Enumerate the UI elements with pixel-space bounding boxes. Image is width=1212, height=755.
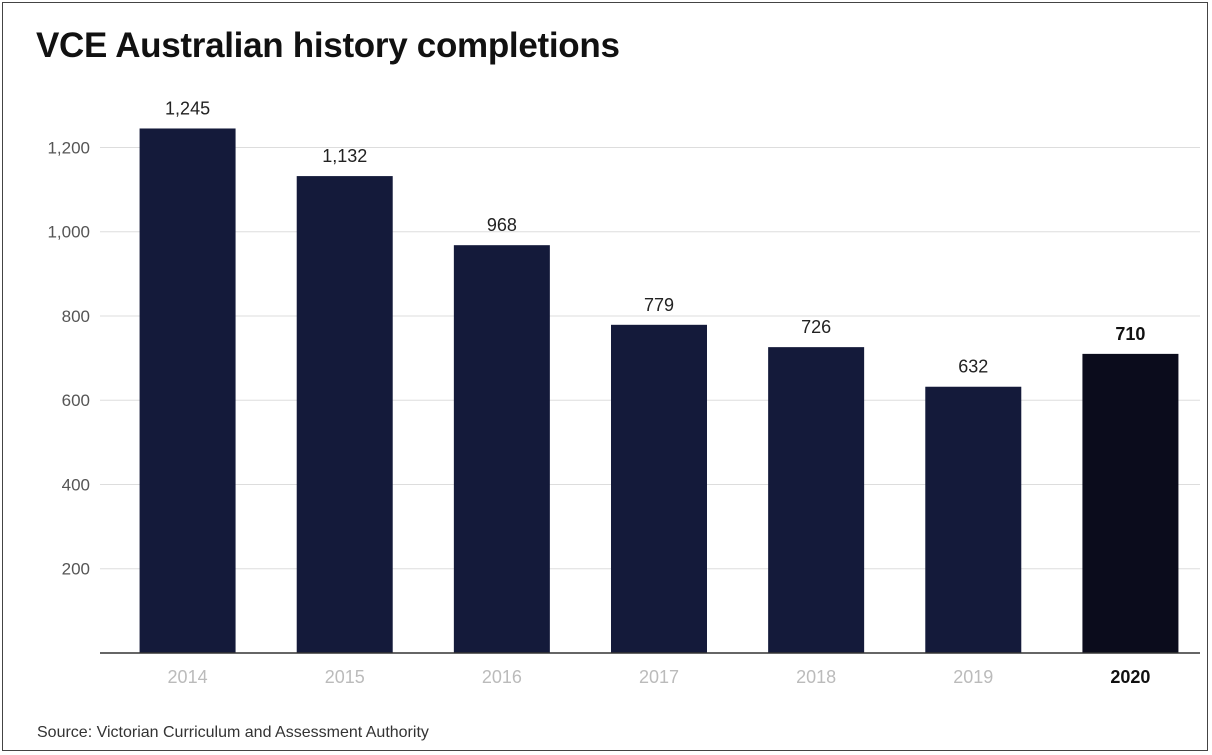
- y-tick-label: 1,000: [47, 223, 90, 242]
- value-label-2020: 710: [1115, 324, 1145, 344]
- bar-2016: [453, 245, 550, 654]
- x-tick-label-2015: 2015: [325, 667, 365, 687]
- bar-2017: [611, 324, 707, 653]
- y-tick-label: 1,200: [47, 138, 90, 157]
- bars: [139, 128, 1179, 654]
- chart-title: VCE Australian history completions: [36, 26, 620, 65]
- x-tick-label-2017: 2017: [639, 667, 679, 687]
- bar-2019: [925, 386, 1022, 653]
- bar-2018: [768, 347, 865, 653]
- value-label-2017: 779: [644, 295, 674, 315]
- x-tick-label-2016: 2016: [482, 667, 522, 687]
- y-tick-label: 200: [62, 560, 90, 579]
- y-axis-ticks: 200 400 600 800 1,000 1,200: [47, 138, 90, 578]
- x-tick-label-2014: 2014: [168, 667, 208, 687]
- y-tick-label: 600: [62, 391, 90, 410]
- y-tick-label: 400: [62, 475, 90, 494]
- y-tick-label: 800: [62, 307, 90, 326]
- x-tick-label-2020: 2020: [1110, 667, 1150, 687]
- x-axis-ticks: 2014 2015 2016 2017 2018 2019 2020: [168, 667, 1151, 687]
- bar-2020: [1082, 353, 1179, 653]
- value-label-2016: 968: [487, 215, 517, 235]
- x-tick-label-2018: 2018: [796, 667, 836, 687]
- value-label-2014: 1,245: [165, 98, 210, 118]
- x-tick-label-2019: 2019: [953, 667, 993, 687]
- value-label-2015: 1,132: [322, 146, 367, 166]
- bar-2014: [139, 128, 236, 653]
- value-labels: 1,245 1,132 968 779 726 632 710: [165, 98, 1145, 376]
- value-label-2018: 726: [801, 317, 831, 337]
- bar-2015: [296, 176, 393, 654]
- chart-source: Source: Victorian Curriculum and Assessm…: [37, 724, 429, 741]
- value-label-2019: 632: [958, 357, 988, 377]
